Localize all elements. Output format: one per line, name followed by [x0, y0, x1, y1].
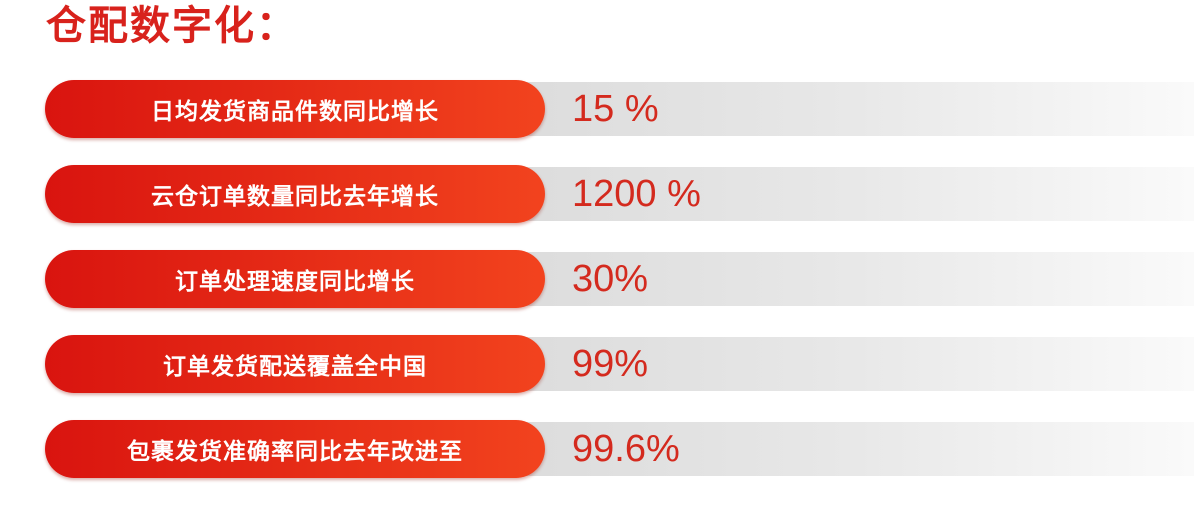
stat-track: [515, 337, 1194, 391]
stat-value: 99.6%: [572, 428, 680, 470]
stat-row: 云仓订单数量同比去年增长 1200 %: [45, 165, 1194, 223]
stat-track: [515, 252, 1194, 306]
stat-label: 订单发货配送覆盖全中国: [45, 335, 545, 393]
stat-label: 日均发货商品件数同比增长: [45, 80, 545, 138]
stat-value: 30%: [572, 258, 649, 300]
stat-row: 包裹发货准确率同比去年改进至 99.6%: [45, 420, 1194, 478]
stat-value: 15 %: [572, 88, 659, 130]
stat-label: 包裹发货准确率同比去年改进至: [45, 420, 545, 478]
stat-row: 日均发货商品件数同比增长 15 %: [45, 80, 1194, 138]
stat-track: [515, 167, 1194, 221]
stat-label: 订单处理速度同比增长: [45, 250, 545, 308]
stat-row: 订单发货配送覆盖全中国 99%: [45, 335, 1194, 393]
stat-track: [515, 422, 1194, 476]
stat-track: [515, 82, 1194, 136]
stat-value: 1200 %: [572, 173, 701, 215]
stat-label: 云仓订单数量同比去年增长: [45, 165, 545, 223]
stat-value: 99%: [572, 343, 649, 385]
stat-row: 订单处理速度同比增长 30%: [45, 250, 1194, 308]
page-title: 仓配数字化：: [46, 4, 298, 48]
